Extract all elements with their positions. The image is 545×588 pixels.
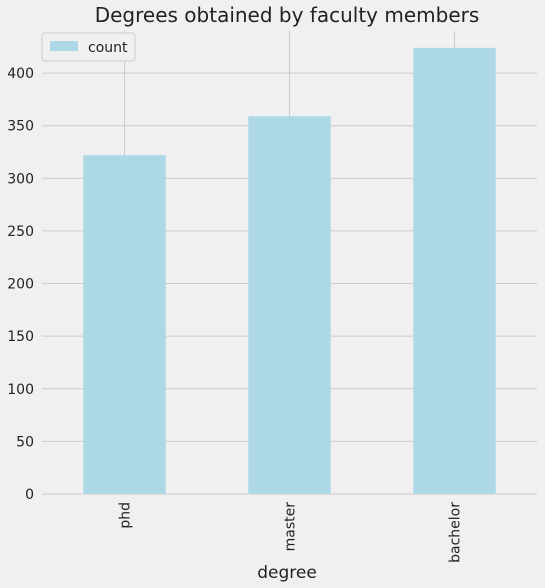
legend-box <box>41 32 136 62</box>
legend-swatch <box>50 41 78 51</box>
y-tick-label: 150 <box>7 329 34 345</box>
y-tick-label: 50 <box>16 434 34 450</box>
legend-label: count <box>88 40 128 56</box>
bar-layer <box>83 47 496 494</box>
x-tick-labels: phd master bachelor <box>118 502 464 563</box>
chart-title: Degrees obtained by faculty members <box>95 3 480 27</box>
x-tick-label: phd <box>118 502 134 529</box>
x-axis-label: degree <box>257 563 317 583</box>
y-tick-label: 200 <box>7 277 34 293</box>
bar-bachelor <box>413 47 496 494</box>
y-tick-label: 0 <box>25 487 34 503</box>
legend: count <box>41 32 136 62</box>
y-tick-label: 100 <box>7 382 34 398</box>
x-tick-label: master <box>283 502 299 552</box>
y-tick-label: 300 <box>7 171 34 187</box>
y-tick-label: 350 <box>7 119 34 135</box>
y-tick-label: 400 <box>7 66 34 82</box>
y-tick-labels: 0 50 100 150 200 250 300 350 400 <box>7 66 34 503</box>
bar-phd <box>83 155 166 494</box>
x-tick-label: bachelor <box>448 502 464 563</box>
y-tick-label: 250 <box>7 224 34 240</box>
bar-master <box>248 116 331 494</box>
